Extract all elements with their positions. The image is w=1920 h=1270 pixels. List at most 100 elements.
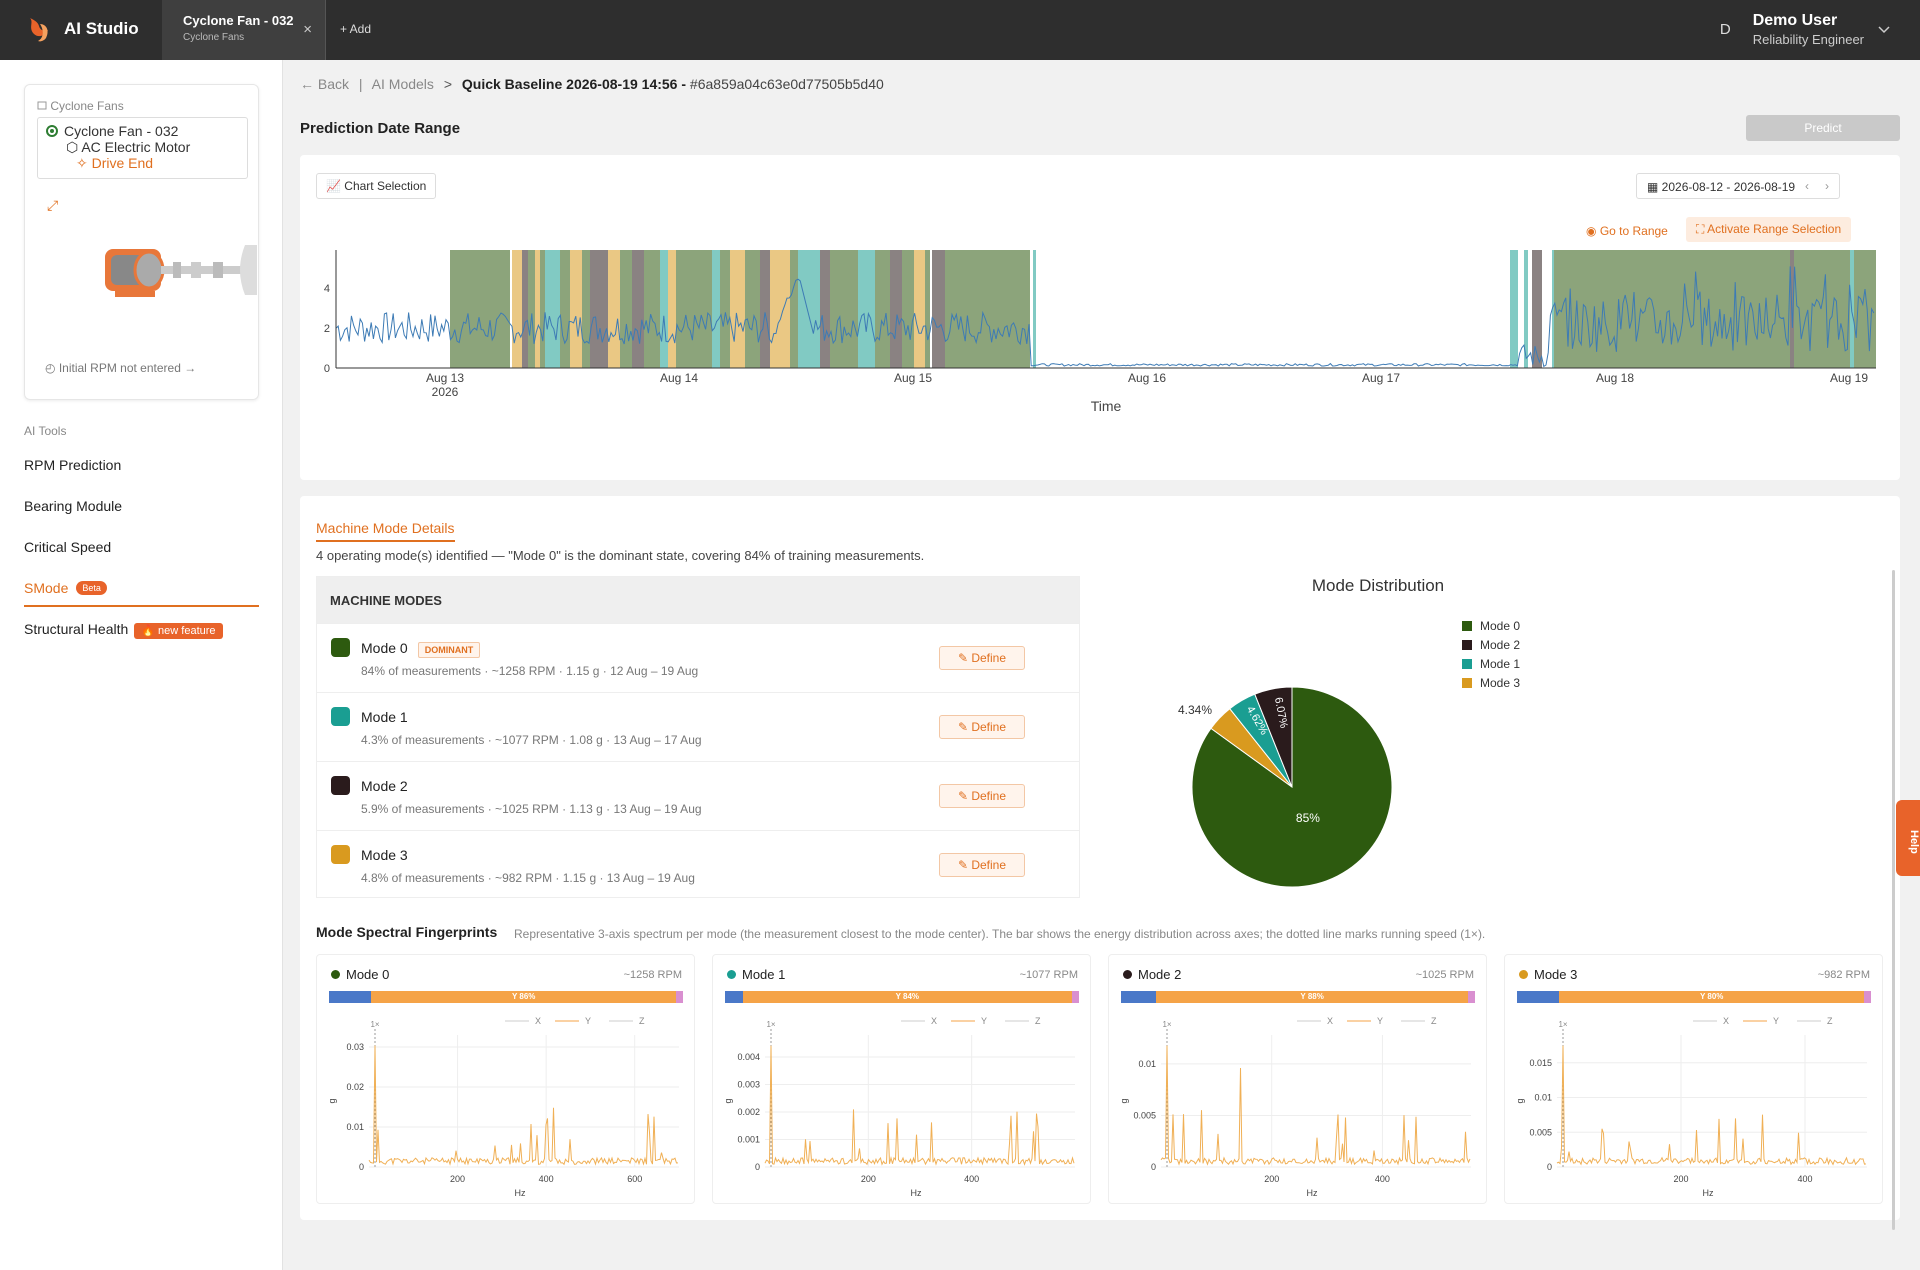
back-link[interactable]: ← Back <box>300 76 350 92</box>
mode-band <box>1524 250 1528 368</box>
tool-rpm-prediction[interactable]: RPM Prediction <box>24 457 122 473</box>
energy-x <box>1517 991 1560 1003</box>
x-tick-label: Aug 13 <box>426 371 464 385</box>
help-button[interactable]: Help <box>1896 800 1920 876</box>
mode-band <box>890 250 902 368</box>
mode-color-swatch <box>331 707 350 726</box>
breadcrumb: ← Back | AI Models > Quick Baseline 2026… <box>300 76 884 92</box>
tool-bearing-module[interactable]: Bearing Module <box>24 498 123 514</box>
define-button[interactable]: ✎ Define <box>939 784 1025 808</box>
spectrum-chart[interactable]: X Y Z 0 0.01 0.02 0.03 200 400 600 Hz g 1× <box>317 1005 696 1205</box>
signal-line <box>335 266 1875 368</box>
define-button[interactable]: ✎ Define <box>939 715 1025 739</box>
y-tick-label: 0.015 <box>1529 1058 1552 1068</box>
user-menu[interactable]: D Demo User Reliability Engineer <box>1720 12 1890 47</box>
go-to-range-button[interactable]: ◉ Go to Range <box>1586 224 1668 238</box>
tab-close-icon[interactable]: × <box>303 21 312 38</box>
initial-rpm-link[interactable]: ◴ Initial RPM not entered → <box>45 361 197 375</box>
app-logo[interactable]: AI Studio <box>24 14 139 44</box>
timeline-panel: 📈 Chart Selection ▦ 2026-08-12 - 2026-08… <box>300 155 1900 480</box>
energy-x <box>1121 991 1157 1003</box>
pie-title: Mode Distribution <box>1312 576 1444 595</box>
chart-selection-button[interactable]: 📈 Chart Selection <box>316 173 437 199</box>
mode-band <box>1554 250 1790 368</box>
tree-label: Drive End <box>91 155 154 171</box>
breadcrumb-separator: > <box>443 76 452 92</box>
axis-energy-bar: Y 84% <box>725 991 1079 1003</box>
tab-subtitle: Cyclone Fans <box>183 32 245 43</box>
date-range-picker[interactable]: ▦ 2026-08-12 - 2026-08-19 ‹ › <box>1636 173 1840 199</box>
scrollbar[interactable] <box>1892 570 1895 1230</box>
fan-icon <box>37 101 47 110</box>
next-range-icon[interactable]: › <box>1825 179 1829 193</box>
tab-cyclone-fan[interactable]: Cyclone Fan - 032 Cyclone Fans × <box>162 0 326 60</box>
mode-band <box>522 250 528 368</box>
rpm-note-text: Initial RPM not entered <box>58 361 181 375</box>
mode-dot-icon <box>727 970 736 979</box>
mode-band <box>668 250 676 368</box>
predict-button[interactable]: Predict <box>1746 115 1900 141</box>
x-axis-title: Hz <box>515 1188 526 1198</box>
mode-band <box>632 250 644 368</box>
pie-slice[interactable] <box>1254 686 1293 788</box>
tool-smode[interactable]: SMode Beta <box>24 580 259 607</box>
mode-band <box>798 250 820 368</box>
spectrum-chart[interactable]: X Y Z 0 0.005 0.01 0.015 200 400 Hz g 1× <box>1505 1005 1884 1205</box>
user-name: Demo User <box>1752 12 1838 29</box>
y-tick-label: 0.01 <box>1534 1093 1552 1103</box>
table-row[interactable]: Mode 0 DOMINANT 84% of measurements · ~12… <box>317 623 1079 692</box>
tool-structural-health[interactable]: Structural Health 🔥 new feature <box>24 621 223 639</box>
table-row[interactable]: Mode 2 5.9% of measurements · ~1025 RPM … <box>317 761 1079 830</box>
spectrum-chart[interactable]: X Y Z 0 0.005 0.01 200 400 Hz g 1× <box>1109 1005 1488 1205</box>
tool-critical-speed[interactable]: Critical Speed <box>24 539 112 555</box>
go-to-range-label: Go to Range <box>1599 224 1668 238</box>
table-row[interactable]: Mode 1 4.3% of measurements · ~1077 RPM … <box>317 692 1079 761</box>
fingerprint-mode-name: Mode 1 <box>727 967 785 982</box>
spectrum-chart[interactable]: X Y Z 0 0.001 0.002 0.003 0.004 200 400 Hz g 1× <box>713 1005 1092 1205</box>
tree-item-fan[interactable]: Cyclone Fan - 032 <box>46 123 239 139</box>
legend-swatch <box>1462 621 1472 631</box>
legend-label[interactable]: Mode 0 <box>1480 619 1520 633</box>
legend-label[interactable]: Mode 1 <box>1480 657 1520 671</box>
legend-label: Z <box>1035 1016 1041 1026</box>
tree-item-motor[interactable]: ⬡ AC Electric Motor <box>46 139 239 155</box>
tree-item-drive-end[interactable]: ✧ Drive End <box>46 155 239 171</box>
define-label: Define <box>971 720 1007 734</box>
mode-description: 4.8% of measurements · ~982 RPM · 1.15 g… <box>361 871 695 885</box>
modes-summary: 4 operating mode(s) identified — "Mode 0… <box>316 548 925 563</box>
tab-machine-mode-details[interactable]: Machine Mode Details <box>316 520 455 542</box>
legend-swatch <box>1462 640 1472 650</box>
mode-band <box>450 250 510 368</box>
mode-color-swatch <box>331 638 350 657</box>
mode-name: Mode 0 DOMINANT <box>361 640 481 658</box>
ai-models-link[interactable]: AI Models <box>371 76 434 92</box>
legend-label[interactable]: Mode 2 <box>1480 638 1520 652</box>
chevron-down-icon[interactable] <box>1878 25 1890 34</box>
fingerprint-card: Mode 3 ~982 RPM Y 80% X Y Z 0 0.005 0.01 0.015 2… <box>1504 954 1883 1204</box>
modes-panel: Machine Mode Details 4 operating mode(s)… <box>300 496 1900 1220</box>
mode-band <box>570 250 582 368</box>
add-tab-button[interactable]: + Add <box>340 22 372 36</box>
prev-range-icon[interactable]: ‹ <box>1805 179 1809 193</box>
mode-description: 4.3% of measurements · ~1077 RPM · 1.08 … <box>361 733 702 747</box>
mode-band <box>620 250 632 368</box>
activate-range-button[interactable]: ⛶ Activate Range Selection <box>1686 217 1852 242</box>
expand-icon[interactable]: ⤢ <box>47 197 59 213</box>
y-tick-label: 0.03 <box>346 1042 364 1052</box>
fingerprint-mode-name: Mode 3 <box>1519 967 1577 982</box>
dominant-badge: DOMINANT <box>417 642 481 658</box>
mode-color-swatch <box>331 776 350 795</box>
legend-label: Y <box>981 1016 987 1026</box>
legend-label[interactable]: Mode 3 <box>1480 676 1520 690</box>
table-row[interactable]: Mode 3 4.8% of measurements · ~982 RPM ·… <box>317 830 1079 899</box>
mode-band <box>925 250 930 368</box>
define-button[interactable]: ✎ Define <box>939 853 1025 877</box>
energy-y: Y 88% <box>1156 991 1468 1003</box>
mode-band <box>582 250 590 368</box>
fingerprint-card: Mode 2 ~1025 RPM Y 88% X Y Z 0 0.005 0.01 200 40… <box>1108 954 1487 1204</box>
mode-name: Mode 1 <box>361 709 408 725</box>
define-button[interactable]: ✎ Define <box>939 646 1025 670</box>
marker-label: 1× <box>370 1020 379 1029</box>
